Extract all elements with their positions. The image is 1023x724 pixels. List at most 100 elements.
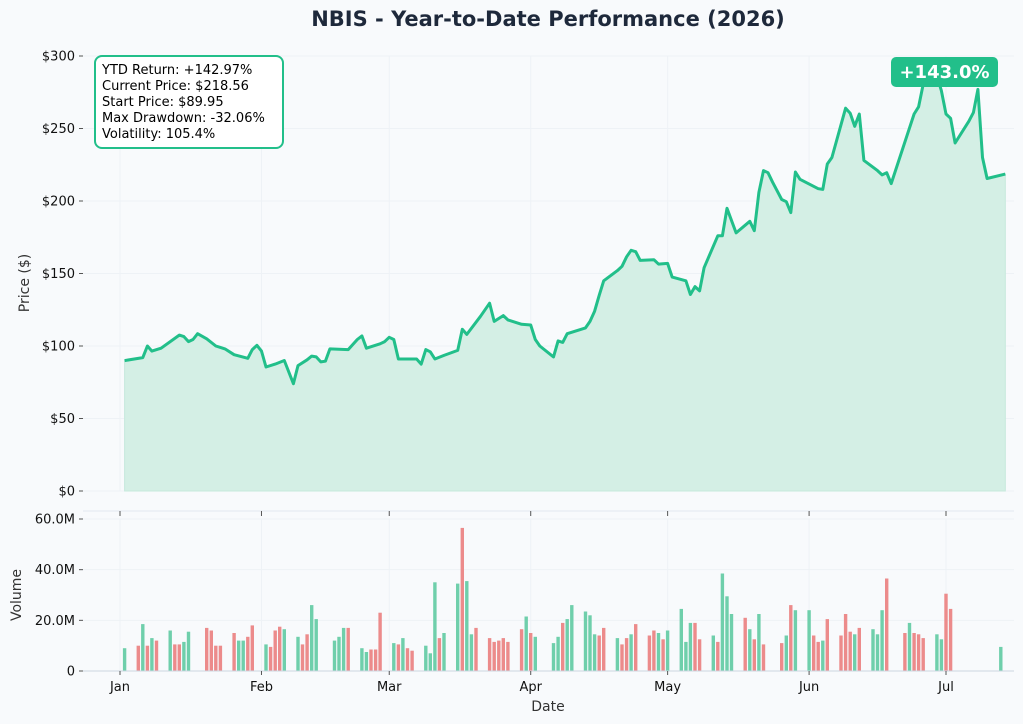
volume-bar: [282, 629, 286, 671]
volume-bar: [825, 619, 829, 671]
volume-bar: [885, 578, 889, 671]
stats-max-drawdown: Max Drawdown: -32.06%: [102, 111, 265, 126]
volume-bar: [570, 605, 574, 671]
volume-bar: [424, 645, 428, 671]
volume-bar: [497, 640, 501, 671]
volume-y-axis-label: Volume: [9, 569, 25, 621]
volume-bar: [807, 610, 811, 671]
volume-bar: [173, 644, 177, 671]
volume-bar: [369, 649, 373, 671]
volume-bar: [264, 644, 268, 671]
price-y-tick-label: $250: [42, 122, 75, 137]
volume-bar: [310, 605, 314, 671]
volume-bar: [182, 641, 186, 671]
volume-bar: [410, 650, 414, 671]
volume-bars: [122, 527, 1003, 671]
price-y-axis-label: Price ($): [17, 254, 33, 312]
volume-bar: [880, 610, 884, 671]
volume-bar: [232, 633, 236, 671]
volume-bar: [752, 639, 756, 671]
stats-start-price: Start Price: $89.95: [102, 95, 224, 110]
volume-bar: [428, 653, 432, 671]
volume-bar: [821, 640, 825, 671]
volume-bar: [524, 616, 528, 671]
volume-bar: [843, 614, 848, 671]
chart-title: NBIS - Year-to-Date Performance (2026): [311, 7, 785, 31]
volume-bar: [218, 645, 223, 671]
volume-bar: [168, 630, 172, 671]
volume-bar: [556, 636, 560, 671]
volume-bar: [871, 629, 875, 671]
volume-bar: [620, 644, 624, 671]
volume-bar: [396, 644, 401, 671]
volume-bar: [246, 636, 250, 671]
volume-bar: [250, 625, 254, 671]
volume-bar: [314, 619, 318, 671]
volume-bar: [935, 634, 939, 671]
price-y-tick-label: $200: [42, 195, 75, 210]
volume-bar: [456, 583, 460, 671]
volume-bar: [506, 641, 510, 671]
stats-box-frame: [94, 55, 284, 149]
price-y-tick-label: $0: [58, 485, 75, 500]
volume-bar: [679, 608, 683, 671]
volume-bar: [405, 648, 410, 671]
stats-box: YTD Return: +142.97% Current Price: $218…: [94, 55, 284, 149]
volume-bar: [716, 641, 720, 671]
volume-bar: [346, 627, 350, 671]
x-tick-label: Jul: [937, 680, 954, 695]
volume-y-tick-label: 60.0M: [35, 513, 75, 528]
price-y-tick-label: $50: [50, 412, 75, 427]
x-tick-label: Jun: [798, 680, 819, 695]
volume-bar: [697, 639, 702, 671]
volume-bar: [793, 610, 798, 671]
volume-bar: [186, 631, 191, 671]
volume-bar: [214, 645, 218, 671]
volume-bar: [177, 644, 181, 671]
volume-bar: [588, 615, 592, 671]
volume-bar: [209, 630, 213, 671]
volume-bar: [205, 627, 209, 671]
volume-bar: [921, 638, 925, 671]
volume-bar: [332, 640, 337, 671]
volume-bar: [487, 638, 492, 671]
volume-bar: [150, 638, 154, 671]
volume-bar: [492, 641, 496, 671]
volume-bar: [602, 627, 606, 671]
return-badge-label: +143.0%: [899, 62, 989, 83]
volume-bar: [561, 622, 565, 671]
volume-y-tick-label: 0: [67, 665, 75, 680]
volume-bar: [634, 624, 638, 671]
volume-bar: [360, 648, 364, 671]
volume-bar: [816, 641, 820, 671]
volume-bar: [629, 634, 633, 671]
volume-bar: [652, 630, 656, 671]
volume-bar: [529, 633, 533, 671]
volume-bar: [780, 643, 784, 671]
volume-bar: [939, 639, 944, 671]
volume-bar: [853, 634, 857, 671]
volume-bar: [665, 630, 670, 671]
volume-bar: [903, 633, 907, 671]
x-tick-label: May: [654, 680, 681, 695]
x-tick-label: Apr: [519, 680, 542, 695]
volume-bar: [912, 633, 916, 671]
x-tick-label: Jan: [109, 680, 130, 695]
volume-bar: [501, 638, 505, 671]
volume-bar: [341, 627, 346, 671]
volume-bar: [437, 638, 442, 671]
volume-bar: [757, 614, 761, 671]
volume-bar: [469, 634, 474, 671]
volume-bar: [268, 646, 273, 671]
volume-y-tick-label: 40.0M: [35, 563, 75, 578]
volume-bar: [857, 627, 861, 671]
volume-bar: [848, 631, 852, 671]
return-badge: +143.0%: [891, 57, 998, 87]
volume-bar: [711, 635, 715, 671]
stats-ytd-return: YTD Return: +142.97%: [101, 63, 252, 78]
volume-bar: [720, 573, 725, 671]
volume-bar: [145, 645, 150, 671]
volume-bar: [647, 635, 652, 671]
volume-y-ticks: 0 20.0M 40.0M 60.0M: [35, 513, 83, 680]
volume-bar: [337, 636, 341, 671]
